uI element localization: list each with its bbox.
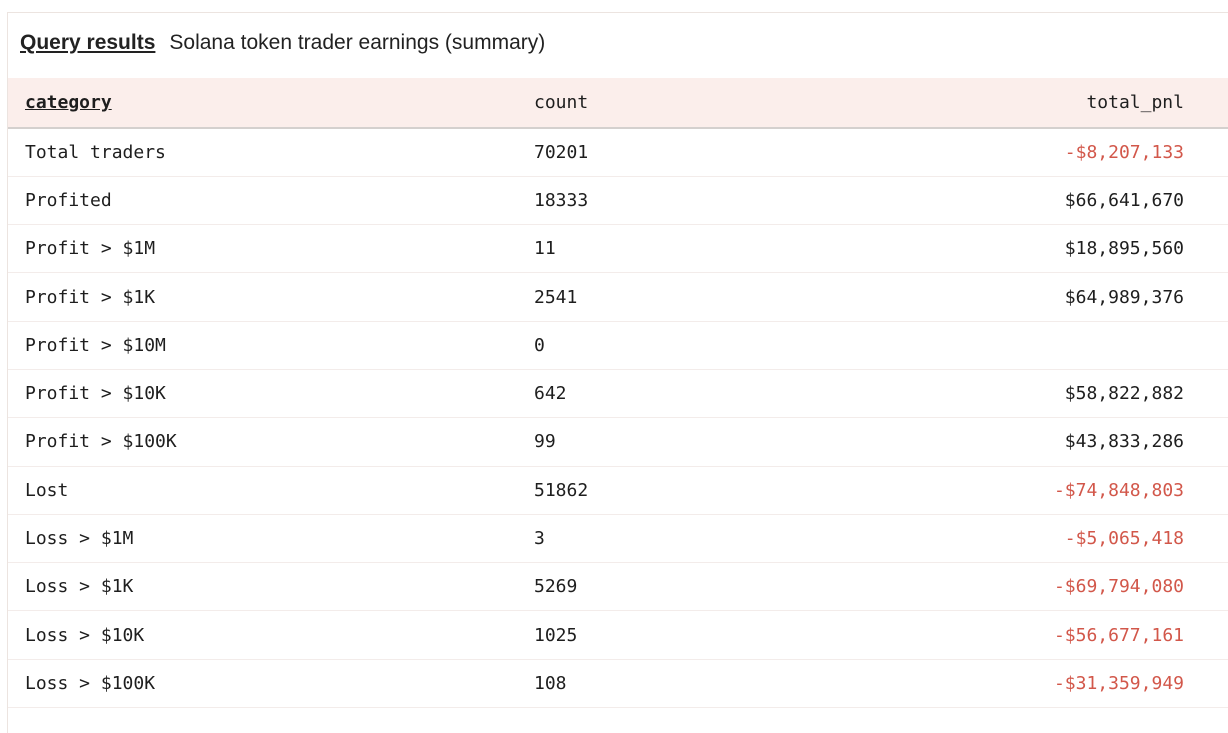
cell-count: 70201: [534, 141, 589, 163]
cell-category: Profit > $1K: [25, 286, 156, 308]
cell-category: Profit > $1M: [25, 238, 156, 260]
cell-count: 18333: [534, 189, 589, 211]
cell-count: 11: [534, 238, 556, 260]
cell-total-pnl: -$8,207,133: [1064, 141, 1184, 163]
cell-category: Profit > $100K: [25, 431, 177, 453]
table-row: Profit > $1M 11 $18,895,560: [8, 225, 1228, 273]
table-row: Profit > $10M 0: [8, 321, 1228, 370]
cell-count: 0: [534, 334, 545, 356]
cell-total-pnl: $66,641,670: [1064, 189, 1184, 211]
query-results-panel: Query results Solana token trader earning…: [7, 12, 1228, 733]
cell-total-pnl: -$74,848,803: [1053, 479, 1184, 501]
cell-category: Total traders: [25, 141, 166, 163]
query-results-link[interactable]: Query results: [20, 31, 156, 54]
query-title: Solana token trader earnings (summary): [169, 31, 546, 54]
cell-total-pnl: -$5,065,418: [1064, 528, 1184, 550]
cell-total-pnl: $64,989,376: [1064, 286, 1184, 308]
column-header-category[interactable]: category: [25, 92, 112, 113]
table-row: Loss > $100K 108 -$31,359,949: [8, 659, 1228, 708]
table-row: Profit > $10K 642 $58,822,882: [8, 369, 1228, 418]
results-table: category count total_pnl Total traders 70…: [8, 78, 1228, 708]
cell-count: 51862: [534, 479, 589, 501]
cell-total-pnl: $43,833,286: [1064, 431, 1184, 453]
cell-category: Profited: [25, 189, 112, 211]
cell-category: Profit > $10M: [25, 334, 166, 356]
cell-count: 108: [534, 672, 567, 694]
cell-count: 99: [534, 431, 556, 453]
table-row: Profited 18333 $66,641,670: [8, 176, 1228, 225]
cell-total-pnl: $58,822,882: [1064, 383, 1184, 405]
cell-category: Loss > $1M: [25, 528, 134, 550]
cell-count: 3: [534, 528, 545, 550]
table-row: Loss > $1M 3 -$5,065,418: [8, 514, 1228, 563]
table-row: Total traders 70201 -$8,207,133: [8, 128, 1228, 177]
cell-total-pnl: [981, 321, 1228, 369]
column-header-count[interactable]: count: [534, 92, 589, 113]
table-row: Profit > $1K 2541 $64,989,376: [8, 273, 1228, 322]
cell-count: 5269: [534, 576, 578, 598]
panel-header: Query results Solana token trader earning…: [20, 31, 545, 55]
table-row: Profit > $100K 99 $43,833,286: [8, 418, 1228, 467]
column-header-total-pnl[interactable]: total_pnl: [1086, 92, 1184, 113]
cell-total-pnl: -$56,677,161: [1053, 624, 1184, 646]
table-header-row: category count total_pnl: [8, 78, 1228, 128]
cell-category: Loss > $1K: [25, 576, 134, 598]
cell-category: Lost: [25, 479, 69, 501]
cell-category: Profit > $10K: [25, 383, 166, 405]
cell-total-pnl: -$31,359,949: [1053, 672, 1184, 694]
cell-total-pnl: -$69,794,080: [1053, 576, 1184, 598]
table-row: Lost 51862 -$74,848,803: [8, 466, 1228, 515]
cell-count: 1025: [534, 624, 578, 646]
table-row: Loss > $10K 1025 -$56,677,161: [8, 611, 1228, 660]
cell-count: 642: [534, 383, 567, 405]
cell-count: 2541: [534, 286, 578, 308]
table-row: Loss > $1K 5269 -$69,794,080: [8, 563, 1228, 611]
cell-total-pnl: $18,895,560: [1064, 238, 1184, 260]
cell-category: Loss > $100K: [25, 672, 156, 694]
cell-category: Loss > $10K: [25, 624, 145, 646]
